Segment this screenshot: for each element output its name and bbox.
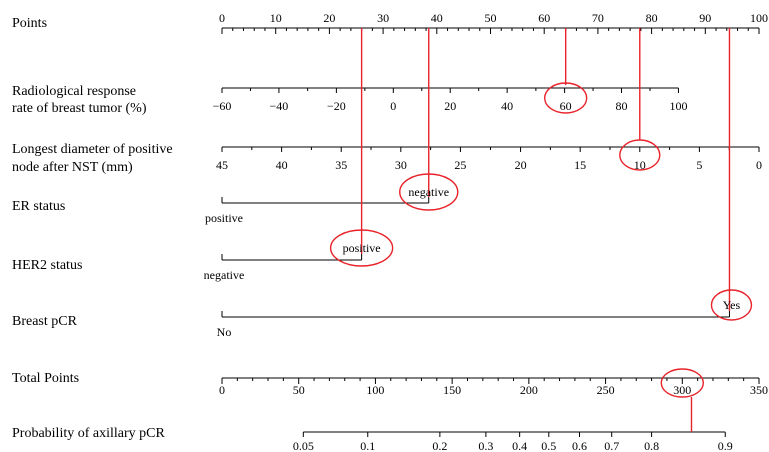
probability-tick-label: 0.7 xyxy=(604,439,619,452)
her2-status-selected-value: positive xyxy=(343,241,381,255)
variable-3-level-label: negative xyxy=(204,268,245,282)
probability-tick-label: 0.6 xyxy=(572,439,587,452)
points-tick-label: 20 xyxy=(323,11,335,25)
variable-1-tick-label: 40 xyxy=(276,158,288,172)
row-labels: Points Radiological response rate of bre… xyxy=(12,16,173,441)
points-tick-label: 80 xyxy=(646,11,658,25)
probability-tick-label: 0.9 xyxy=(718,439,733,452)
variable-4-level-label: No xyxy=(217,325,232,339)
probability-tick-label: 0.5 xyxy=(541,439,556,452)
probability-tick-label: 0.3 xyxy=(478,439,493,452)
longest-diameter-selection-circle xyxy=(619,139,661,171)
points-tick-label: 60 xyxy=(538,11,550,25)
points-tick-label: 40 xyxy=(431,11,443,25)
total-points-selected-value: 300 xyxy=(673,383,691,397)
er-status-label: ER status xyxy=(12,199,65,214)
variable-1-tick-label: 15 xyxy=(574,158,586,172)
points-tick-label: 100 xyxy=(750,11,768,25)
points-tick-label: 50 xyxy=(485,11,497,25)
total-points-tick-label: 350 xyxy=(750,383,768,397)
er-status-selection-circle xyxy=(399,173,459,211)
her2-status-selection-circle xyxy=(329,229,394,267)
total-points-tick-label: 250 xyxy=(597,383,615,397)
her2-status-label: HER2 status xyxy=(12,258,82,273)
breast-pcr-selected-value: Yes xyxy=(723,298,741,312)
probability-tick-label: 0.1 xyxy=(360,439,375,452)
variable-1-tick-label: 5 xyxy=(696,158,702,172)
points-tick-label: 0 xyxy=(219,11,225,25)
probability-tick-label: 0.8 xyxy=(644,439,659,452)
longest-diameter-selected-value: 10 xyxy=(634,158,646,172)
variable-1-tick-label: 30 xyxy=(395,158,407,172)
probability-tick-label: 0.05 xyxy=(293,439,314,452)
chart-marks: 0 10 20 30 40 50 60 70 80 90 100−60 −40 −20 0 20 40 80 10… xyxy=(204,11,768,452)
probability-tick-label: 0.4 xyxy=(512,439,527,452)
points-tick-label: 70 xyxy=(592,11,604,25)
points-label: Points xyxy=(12,16,47,31)
variable-0-tick-label: −40 xyxy=(270,99,289,113)
variable-0-tick-label: 80 xyxy=(616,99,628,113)
total-points-tick-label: 200 xyxy=(520,383,538,397)
variable-1-tick-label: 35 xyxy=(335,158,347,172)
variable-0-tick-label: 0 xyxy=(390,99,396,113)
variable-0-tick-label: 20 xyxy=(444,99,456,113)
variable-0-tick-label: −20 xyxy=(327,99,346,113)
probability-label: Probability of axillary pCR xyxy=(12,426,165,441)
variable-0-tick-label: 40 xyxy=(501,99,513,113)
longest-diameter-label-line1: Longest diameter of positive xyxy=(12,142,173,157)
points-tick-label: 10 xyxy=(270,11,282,25)
radiological-response-selected-value: 60 xyxy=(560,99,572,113)
er-status-selected-value: negative xyxy=(408,185,449,199)
radiological-response-selection-circle xyxy=(543,82,588,114)
breast-pcr-selection-circle xyxy=(710,289,753,321)
radiological-response-label-line1: Radiological response xyxy=(12,84,136,99)
points-tick-label: 90 xyxy=(699,11,711,25)
radiological-response-label-line2: rate of breast tumor (%) xyxy=(12,101,147,116)
total-points-tick-label: 50 xyxy=(293,383,305,397)
longest-diameter-label-line2: node after NST (mm) xyxy=(12,160,133,175)
variable-2-level-label: positive xyxy=(205,211,243,225)
variable-1-tick-label: 0 xyxy=(756,158,762,172)
total-points-tick-label: 100 xyxy=(366,383,384,397)
total-points-label: Total Points xyxy=(12,371,79,386)
total-points-selection-circle xyxy=(660,368,704,398)
breast-pcr-label: Breast pCR xyxy=(12,314,78,329)
variable-1-tick-label: 45 xyxy=(216,158,228,172)
variable-1-tick-label: 20 xyxy=(515,158,527,172)
total-points-tick-label: 150 xyxy=(443,383,461,397)
points-tick-label: 30 xyxy=(377,11,389,25)
total-points-tick-label: 0 xyxy=(219,383,225,397)
probability-tick-label: 0.2 xyxy=(432,439,447,452)
variable-0-tick-label: 100 xyxy=(669,99,687,113)
variable-1-tick-label: 25 xyxy=(454,158,466,172)
variable-0-tick-label: −60 xyxy=(213,99,232,113)
